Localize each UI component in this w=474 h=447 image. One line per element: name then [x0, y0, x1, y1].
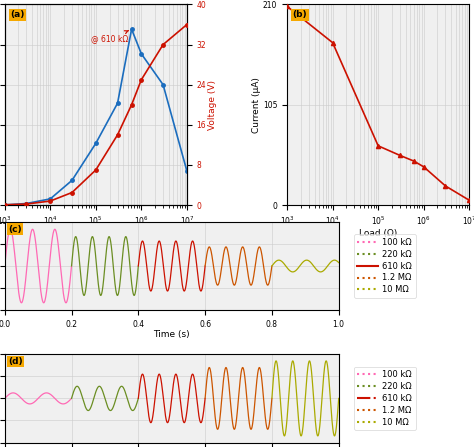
Text: (a): (a)	[10, 10, 25, 20]
Text: (b): (b)	[292, 10, 307, 20]
Legend: 100 kΩ, 220 kΩ, 610 kΩ, 1.2 MΩ, 10 MΩ: 100 kΩ, 220 kΩ, 610 kΩ, 1.2 MΩ, 10 MΩ	[354, 367, 416, 430]
Text: @ 610 kΩ: @ 610 kΩ	[91, 30, 128, 43]
X-axis label: Load (Ω): Load (Ω)	[77, 228, 115, 237]
X-axis label: Time (s): Time (s)	[154, 330, 190, 339]
X-axis label: Load (Ω): Load (Ω)	[359, 228, 397, 237]
Y-axis label: Current (μA): Current (μA)	[253, 77, 262, 133]
Text: (c): (c)	[8, 224, 22, 233]
Legend: 100 kΩ, 220 kΩ, 610 kΩ, 1.2 MΩ, 10 MΩ: 100 kΩ, 220 kΩ, 610 kΩ, 1.2 MΩ, 10 MΩ	[354, 234, 416, 298]
Text: (d): (d)	[8, 357, 23, 366]
Y-axis label: Voltage (V): Voltage (V)	[208, 80, 217, 130]
